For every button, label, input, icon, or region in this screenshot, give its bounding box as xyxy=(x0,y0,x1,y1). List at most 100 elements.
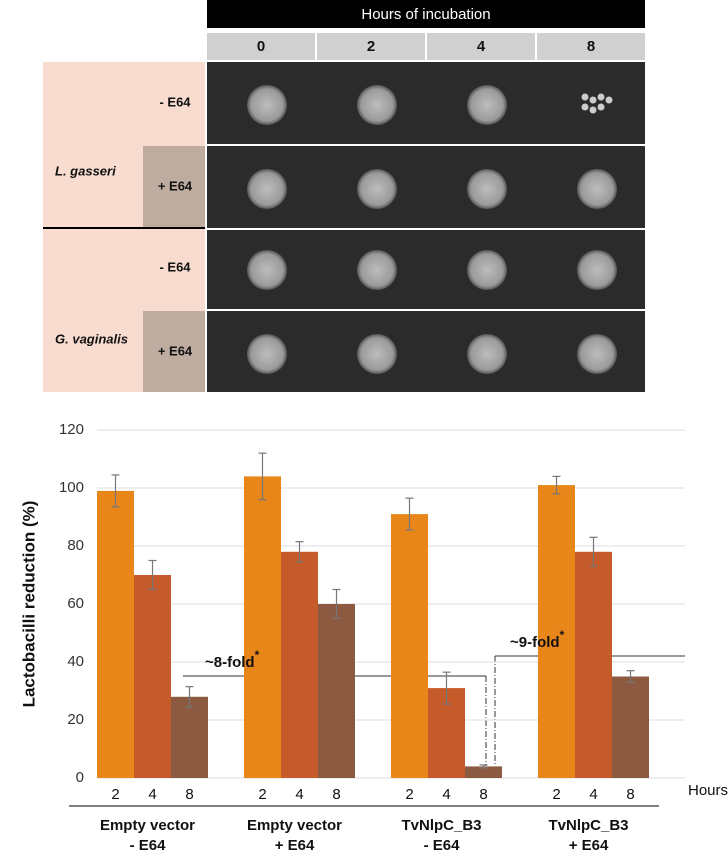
x-tick-label: - E64 xyxy=(424,837,461,852)
colony xyxy=(581,93,589,101)
x-tick-label: Empty vector xyxy=(247,817,342,834)
bar xyxy=(391,514,428,778)
x-sub-label: 8 xyxy=(479,786,487,803)
colony xyxy=(357,169,397,209)
annotation: ~9-fold* xyxy=(510,628,565,651)
error-bar xyxy=(479,764,488,769)
colony xyxy=(467,250,507,290)
colony xyxy=(357,85,397,125)
bar xyxy=(171,696,208,778)
error-bar xyxy=(332,588,341,620)
label-box xyxy=(143,311,205,392)
bar xyxy=(575,551,612,778)
error-bar xyxy=(185,686,194,708)
column-header: 2 xyxy=(367,38,375,55)
colony xyxy=(577,250,617,290)
label-box xyxy=(143,146,205,228)
x-sub-label: 4 xyxy=(148,786,156,803)
x-sub-label: 8 xyxy=(185,786,193,803)
colony xyxy=(589,106,597,114)
x-sub-label: 4 xyxy=(589,786,597,803)
x-axis-label: Hours xyxy=(688,782,728,799)
error-bar xyxy=(626,670,635,683)
group-label: L. gasseri xyxy=(55,163,116,178)
error-bar xyxy=(405,497,414,531)
colony xyxy=(467,334,507,374)
column-header-cell xyxy=(317,33,425,60)
colony xyxy=(597,103,605,111)
x-tick-label: + E64 xyxy=(569,837,609,852)
panel-header: Hours of incubation xyxy=(361,6,490,23)
colony xyxy=(581,103,589,111)
colony xyxy=(357,334,397,374)
x-sub-label: 4 xyxy=(295,786,303,803)
error-bar xyxy=(111,474,120,508)
colony xyxy=(247,334,287,374)
colony xyxy=(467,169,507,209)
colony xyxy=(357,250,397,290)
y-tick-label: 120 xyxy=(59,421,84,438)
colony xyxy=(605,96,613,104)
y-axis-label: Lactobacilli reduction (%) xyxy=(19,501,38,708)
colony xyxy=(577,334,617,374)
y-tick-label: 100 xyxy=(59,479,84,496)
colony xyxy=(247,85,287,125)
error-bar xyxy=(148,559,157,591)
x-sub-label: 2 xyxy=(405,786,413,803)
x-sub-label: 2 xyxy=(111,786,119,803)
error-bar xyxy=(552,475,561,495)
column-header: 8 xyxy=(587,38,595,55)
row-label: - E64 xyxy=(159,259,191,274)
colony xyxy=(467,85,507,125)
y-tick-label: 20 xyxy=(67,711,84,728)
y-tick-label: 0 xyxy=(76,769,84,786)
colony xyxy=(597,93,605,101)
bar xyxy=(612,676,649,778)
annotation-text: ~9-fold xyxy=(510,634,560,651)
error-bar xyxy=(295,541,304,563)
row-label: + E64 xyxy=(158,178,193,193)
row-label: + E64 xyxy=(158,343,193,358)
colony xyxy=(247,169,287,209)
x-tick-label: - E64 xyxy=(130,837,167,852)
error-bar xyxy=(589,536,598,567)
annotation-mark: * xyxy=(560,628,565,642)
column-header-cell xyxy=(427,33,535,60)
column-header-cell xyxy=(207,33,315,60)
x-tick-label: TvNlpC_B3 xyxy=(548,817,628,834)
x-sub-label: 2 xyxy=(258,786,266,803)
x-tick-label: + E64 xyxy=(275,837,315,852)
bar xyxy=(538,485,575,778)
column-header: 0 xyxy=(257,38,265,55)
x-tick-label: TvNlpC_B3 xyxy=(401,817,481,834)
y-tick-label: 40 xyxy=(67,653,84,670)
error-bar xyxy=(258,452,267,501)
header-bar xyxy=(207,0,645,28)
bar xyxy=(318,604,355,778)
x-sub-label: 2 xyxy=(552,786,560,803)
colony xyxy=(247,250,287,290)
x-sub-label: 8 xyxy=(626,786,634,803)
annotation-text: ~8-fold xyxy=(205,654,255,671)
row-label: - E64 xyxy=(159,94,191,109)
bar xyxy=(134,575,171,778)
y-tick-label: 60 xyxy=(67,595,84,612)
bar xyxy=(97,490,134,778)
bar xyxy=(465,766,502,778)
bar xyxy=(281,551,318,778)
group-label: G. vaginalis xyxy=(55,331,128,346)
y-tick-label: 80 xyxy=(67,537,84,554)
bar xyxy=(244,476,281,778)
column-header-cell xyxy=(537,33,645,60)
annotation-mark: * xyxy=(255,648,260,662)
x-sub-label: 8 xyxy=(332,786,340,803)
colony xyxy=(589,96,597,104)
error-bar xyxy=(442,671,451,705)
colony xyxy=(577,169,617,209)
x-tick-label: Empty vector xyxy=(100,817,195,834)
annotation: ~8-fold* xyxy=(205,648,260,671)
x-sub-label: 4 xyxy=(442,786,450,803)
column-header: 4 xyxy=(477,38,486,55)
